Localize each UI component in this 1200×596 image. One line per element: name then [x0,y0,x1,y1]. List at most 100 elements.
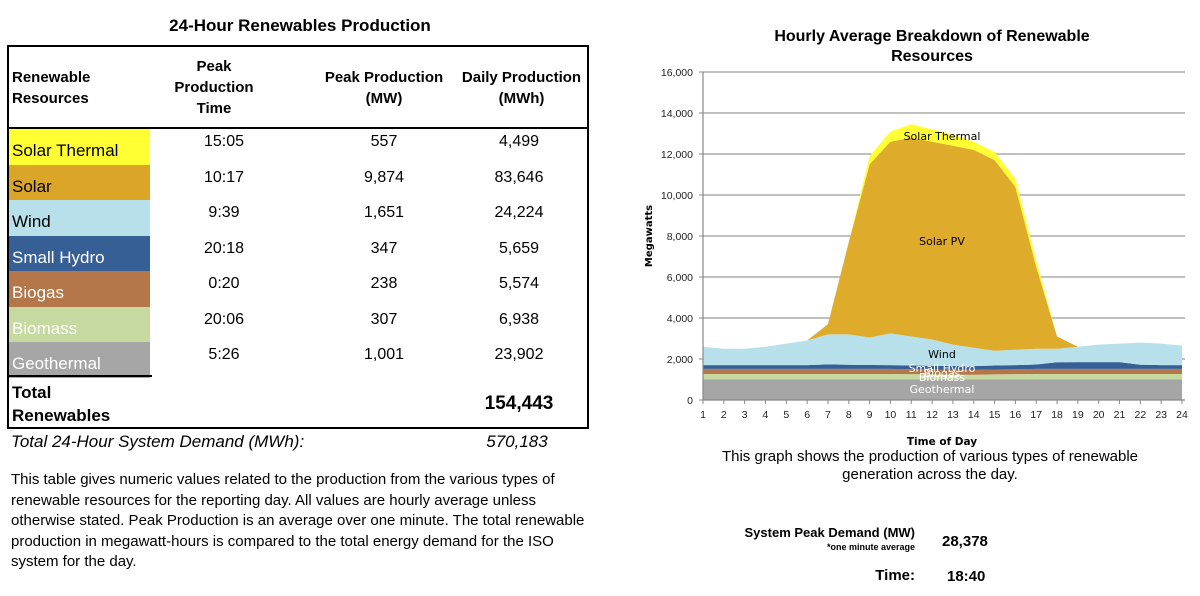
daily-mwh: 23,902 [494,346,544,363]
daily-mwh: 5,574 [498,275,540,292]
x-tick-label: 24 [1176,409,1188,421]
table-title: 24-Hour Renewables Production [169,16,431,35]
x-tick-label: 5 [783,409,789,421]
area-geothermal [703,379,1182,400]
series-label-wind: Wind [928,348,956,361]
x-tick-label: 15 [989,409,1001,421]
chart-title-line: Hourly Average Breakdown of Renewable [774,28,1089,45]
y-tick-label: 8,000 [667,231,693,243]
peak-time-label: Time: [875,567,915,584]
header-line: Daily Production [461,69,582,86]
peak-mw: 307 [370,310,398,328]
x-tick-label: 9 [867,409,873,421]
x-tick-label: 18 [1051,409,1063,421]
system-demand-label: Total 24-Hour System Demand (MWh): [11,432,305,451]
x-tick-label: 21 [1114,409,1126,421]
peak-time: 5:26 [208,346,240,363]
daily-mwh: 6,938 [498,310,540,328]
table-row: Small Hydro 20:18 347 5,659 [9,235,587,272]
header-line: (MWh) [498,90,545,107]
table-row: Solar Thermal 15:05 557 4,499 [9,129,587,165]
area-series [703,124,1182,400]
peak-mw: 557 [370,133,398,150]
x-tick-label: 1 [700,409,706,421]
header-peak-production: Peak Production (MW) [309,67,459,109]
header-line: (MW) [365,90,403,107]
x-tick-label: 23 [1155,409,1167,421]
y-tick-label: 10,000 [661,190,693,202]
table-row: Geothermal 5:26 1,001 23,902 [9,342,587,378]
daily-mwh: 24,224 [494,204,544,221]
area-biomass [703,373,1182,380]
peak-time: 15:05 [203,133,245,150]
series-label-biogas: Biogas [924,367,961,380]
table-row: Biogas 0:20 238 5,574 [9,271,587,307]
divider [9,375,152,377]
x-tick-label: 7 [825,409,831,421]
x-tick-label: 20 [1093,409,1105,421]
x-tick-label: 12 [926,409,938,421]
x-tick-label: 11 [906,409,917,421]
production-table-panel: 24-Hour Renewables Production Renewable … [7,16,589,570]
production-table: Renewable Resources Peak Production Time… [7,45,589,429]
peak-demand-label: System Peak Demand (MW) [744,525,916,540]
x-tick-label: 22 [1135,409,1147,421]
daily-mwh: 5,659 [498,239,540,257]
x-tick-label: 4 [763,409,769,421]
total-label-line: Renewables [12,406,111,425]
resource-name: Small Hydro [9,235,150,272]
table-row: Solar 10:17 9,874 83,646 [9,164,587,201]
chart-caption: This graph shows the production of vario… [721,448,1139,483]
series-label-geothermal: Geothermal [910,383,975,396]
daily-mwh: 4,499 [498,133,540,150]
daily-mwh: 83,646 [494,168,544,186]
peak-demand-value: 28,378 [942,533,988,550]
chart-panel: Hourly Average Breakdown of Renewable Res… [600,0,1200,596]
peak-time: 10:17 [203,168,245,186]
renewables-area-chart: Hourly Average Breakdown of Renewable Res… [644,28,1188,448]
resource-name: Solar [9,164,150,201]
header-renewable-resources: Renewable Resources [12,67,90,109]
total-label-line: Total [12,383,52,402]
x-tick-label: 13 [947,409,959,421]
series-label-solar-pv: Solar PV [919,235,965,248]
x-tick-label: 2 [721,409,727,421]
header-daily-production: Daily Production (MWh) [449,67,594,109]
table-row: Biomass 20:06 307 6,938 [9,306,587,343]
header-peak-time: Peak Production Time [149,56,279,119]
header-line: Peak [196,58,232,75]
series-label-biomass: Biomass [919,371,966,384]
total-renewables-label: Total Renewables [12,381,110,427]
y-tick-label: 12,000 [661,149,693,161]
x-axis-label: Time of Day [907,436,977,448]
x-tick-label: 19 [1072,409,1084,421]
peak-mw: 238 [370,275,398,292]
peak-mw: 1,001 [363,346,405,363]
y-tick-label: 4,000 [667,313,693,325]
x-tick-label: 16 [1010,409,1022,421]
series-label-solar-thermal: Solar Thermal [904,130,981,143]
x-tick-label: 17 [1030,409,1042,421]
header-line: Production [174,79,254,96]
y-axis-label: Megawatts [644,205,655,267]
peak-mw: 9,874 [363,168,405,186]
peak-time: 0:20 [208,275,240,292]
table-description: This table gives numeric values related … [11,471,585,570]
y-tick-label: 14,000 [661,108,693,120]
system-demand-value: 570,183 [486,432,548,451]
x-tick-label: 10 [885,409,897,421]
series-label-small-hydro: Small Hydro [909,362,976,375]
x-tick-label: 6 [804,409,810,421]
peak-time: 20:18 [203,239,245,257]
table-header: Renewable Resources Peak Production Time… [9,47,587,129]
resource-name: Wind [9,200,150,236]
resource-name: Biogas [9,271,150,307]
area-biogas [703,368,1182,375]
header-line: Renewable [12,69,91,86]
x-tick-label: 8 [846,409,852,421]
peak-mw: 347 [370,239,398,257]
area-solar-pv [703,137,1182,351]
peak-mw: 1,651 [363,204,405,221]
area-wind [703,333,1182,367]
